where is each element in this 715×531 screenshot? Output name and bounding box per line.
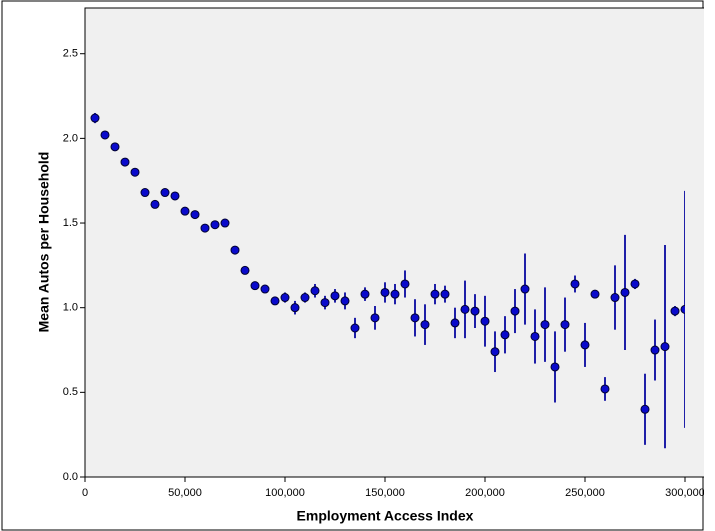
point	[400, 279, 410, 289]
point	[510, 306, 520, 316]
point	[500, 330, 510, 340]
plot-area	[84, 7, 704, 478]
y-tick-label: 2.0	[63, 132, 78, 144]
point	[480, 316, 490, 326]
y-tick-label: 0.0	[63, 471, 78, 483]
point	[590, 289, 600, 299]
point	[130, 167, 140, 177]
point	[390, 289, 400, 299]
point	[460, 304, 470, 314]
point	[490, 347, 500, 357]
point	[560, 320, 570, 330]
point	[600, 384, 610, 394]
point	[220, 218, 230, 228]
point	[440, 289, 450, 299]
point	[100, 130, 110, 140]
point	[550, 362, 560, 372]
x-tick-label: 200,000	[465, 487, 505, 499]
point	[300, 293, 310, 303]
x-tick-label: 50,000	[168, 487, 202, 499]
point	[680, 304, 685, 314]
point	[120, 157, 130, 167]
point	[250, 281, 260, 291]
point	[570, 279, 580, 289]
y-tick-label: 1.5	[63, 217, 78, 229]
point	[610, 293, 620, 303]
point	[280, 293, 290, 303]
point	[370, 313, 380, 323]
point	[530, 331, 540, 341]
point	[190, 210, 200, 220]
point	[540, 320, 550, 330]
x-tick-label: 0	[82, 487, 88, 499]
point	[90, 113, 100, 123]
point	[450, 318, 460, 328]
point	[150, 199, 160, 209]
point	[350, 323, 360, 333]
point	[580, 340, 590, 350]
point	[320, 298, 330, 308]
point	[380, 287, 390, 297]
point	[170, 191, 180, 201]
y-tick-label: 2.5	[63, 48, 78, 60]
point	[420, 320, 430, 330]
point	[360, 289, 370, 299]
point	[210, 220, 220, 230]
x-axis-title: Employment Access Index	[297, 508, 474, 524]
point	[200, 223, 210, 233]
point	[110, 142, 120, 152]
point	[180, 206, 190, 216]
point	[410, 313, 420, 323]
marks	[90, 112, 685, 449]
point	[340, 296, 350, 306]
x-tick-label: 300,000	[665, 487, 704, 499]
x-tick-label: 150,000	[365, 487, 405, 499]
point	[270, 296, 280, 306]
point	[290, 303, 300, 313]
point	[470, 306, 480, 316]
y-tick-label: 0.5	[63, 386, 78, 398]
point	[630, 279, 640, 289]
point	[240, 265, 250, 275]
point	[670, 306, 680, 316]
y-tick-label: 1.0	[63, 302, 78, 314]
point	[160, 188, 170, 198]
point	[430, 289, 440, 299]
point	[230, 245, 240, 255]
point	[660, 342, 670, 352]
point	[620, 287, 630, 297]
point	[520, 284, 530, 294]
x-tick-label: 250,000	[565, 487, 605, 499]
point	[330, 291, 340, 301]
x-tick-label: 100,000	[265, 487, 305, 499]
point	[140, 188, 150, 198]
point	[310, 286, 320, 296]
point	[650, 345, 660, 355]
y-axis-title: Mean Autos per Household	[36, 152, 52, 333]
point	[260, 284, 270, 294]
point	[640, 404, 650, 414]
